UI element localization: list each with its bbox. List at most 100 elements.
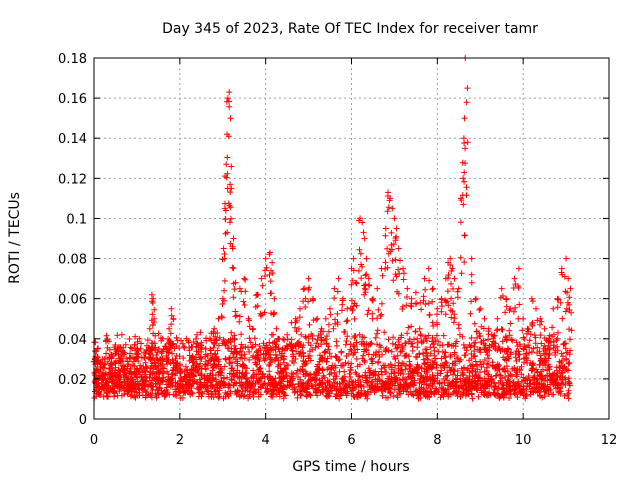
data-point	[335, 275, 342, 282]
data-point	[96, 385, 103, 392]
data-point	[503, 390, 510, 397]
data-point	[449, 360, 456, 367]
data-point	[169, 350, 176, 357]
data-point	[93, 367, 100, 374]
data-point	[515, 283, 521, 290]
data-point	[359, 219, 366, 226]
data-point	[307, 357, 314, 364]
data-point	[467, 310, 474, 317]
data-point	[255, 291, 261, 298]
data-point	[515, 380, 521, 387]
data-point	[418, 389, 425, 395]
data-point	[485, 336, 491, 343]
data-point	[448, 314, 455, 321]
data-point	[488, 331, 495, 338]
data-point	[556, 388, 563, 395]
data-point	[361, 235, 368, 242]
data-point	[330, 325, 337, 332]
data-point	[302, 368, 309, 375]
data-point	[565, 360, 572, 367]
data-point	[344, 333, 351, 340]
data-point	[361, 346, 368, 353]
data-point	[266, 362, 272, 369]
data-point	[468, 255, 475, 262]
data-point	[499, 326, 506, 333]
data-point	[271, 295, 278, 302]
data-point	[390, 277, 397, 284]
data-point	[242, 288, 249, 295]
data-point	[224, 170, 231, 177]
data-point	[364, 380, 371, 386]
data-point	[201, 375, 208, 382]
data-point	[399, 303, 406, 310]
data-point	[496, 371, 503, 378]
data-point	[494, 347, 501, 354]
y-tick-label: 0.12	[58, 172, 87, 187]
data-point	[257, 312, 264, 319]
data-point	[468, 350, 475, 357]
data-point	[280, 395, 287, 402]
data-point	[214, 330, 221, 336]
data-point	[558, 379, 565, 386]
data-point	[230, 382, 237, 389]
data-point	[319, 375, 326, 382]
data-point	[215, 391, 221, 397]
data-point	[444, 369, 451, 376]
data-point	[550, 338, 557, 345]
data-point	[227, 115, 234, 122]
data-point	[226, 219, 233, 226]
data-point	[391, 353, 397, 360]
data-point	[194, 331, 200, 338]
data-point	[482, 382, 489, 389]
data-point	[334, 310, 341, 317]
data-point	[141, 349, 148, 356]
data-point	[523, 386, 530, 393]
data-point	[196, 386, 203, 392]
data-point	[395, 245, 402, 252]
data-point	[414, 370, 421, 377]
data-point	[506, 332, 513, 339]
data-point	[537, 352, 544, 359]
data-point	[107, 374, 113, 381]
data-point	[561, 392, 568, 399]
data-point	[125, 361, 132, 368]
data-point	[144, 337, 151, 344]
data-point	[115, 381, 122, 388]
data-point	[483, 392, 490, 399]
data-point	[197, 370, 204, 377]
data-point	[128, 380, 135, 387]
data-point	[343, 318, 350, 325]
data-point	[307, 342, 314, 349]
data-point	[518, 371, 525, 378]
data-point	[369, 296, 376, 303]
data-point	[491, 332, 498, 339]
data-point	[198, 355, 205, 362]
data-point	[542, 377, 548, 384]
data-point	[322, 336, 329, 343]
data-point	[117, 351, 124, 358]
data-point	[221, 287, 228, 294]
y-tick-label: 0.18	[58, 52, 87, 67]
data-point	[473, 328, 480, 335]
data-point	[353, 356, 360, 362]
data-point	[388, 376, 395, 383]
data-point	[210, 328, 217, 335]
data-point	[144, 383, 151, 390]
x-tick-label: 2	[176, 433, 184, 448]
data-point	[477, 381, 484, 388]
data-point	[308, 383, 315, 390]
data-point	[404, 330, 411, 337]
data-point	[302, 295, 309, 302]
data-point	[520, 374, 527, 381]
data-point	[186, 347, 193, 354]
data-point	[233, 391, 240, 398]
data-point	[438, 355, 445, 362]
data-point	[228, 376, 235, 383]
data-point	[395, 365, 402, 372]
data-point	[531, 385, 538, 391]
data-point	[418, 338, 425, 345]
data-point	[166, 391, 173, 398]
data-point	[297, 342, 304, 348]
data-point	[263, 264, 270, 271]
data-point	[331, 369, 338, 376]
